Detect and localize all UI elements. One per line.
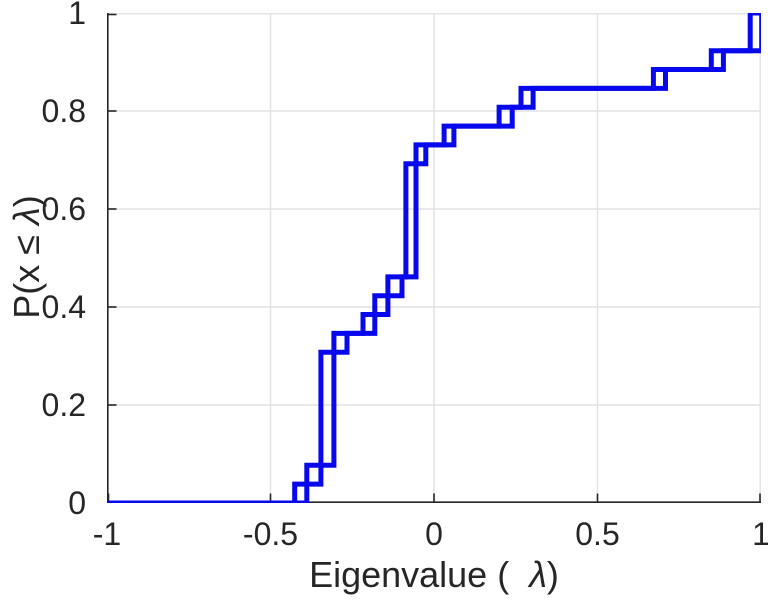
ecdf-curve-2 bbox=[107, 13, 761, 503]
y-tick-label: 0.2 bbox=[41, 387, 86, 423]
x-tick-label: -1 bbox=[92, 516, 122, 552]
plot-area bbox=[107, 13, 761, 503]
y-axis-label-close: ) bbox=[6, 195, 47, 208]
lambda-symbol: λ bbox=[6, 207, 47, 225]
lambda-symbol: λ bbox=[529, 554, 547, 595]
y-tick-label: 0.6 bbox=[41, 191, 86, 227]
ecdf-curve-1 bbox=[107, 13, 761, 503]
x-tick-label: -0.5 bbox=[242, 516, 299, 552]
y-axis-label-text: P(x ≤ bbox=[6, 224, 47, 319]
x-axis-label-close: ) bbox=[546, 554, 559, 595]
y-tick-label: 0 bbox=[68, 485, 86, 521]
y-tick-label: 1 bbox=[68, 0, 86, 31]
y-axis-label: P(x ≤ λ) bbox=[6, 195, 48, 318]
x-axis-label-text: Eigenvalue ( bbox=[309, 554, 530, 595]
x-tick-label: 0.5 bbox=[575, 516, 620, 552]
x-tick-label: 0 bbox=[425, 516, 443, 552]
x-axis-label: Eigenvalue ( λ) bbox=[309, 554, 559, 596]
x-tick-label: 1 bbox=[752, 516, 768, 552]
y-tick-label: 0.8 bbox=[41, 93, 86, 129]
y-tick-label: 0.4 bbox=[41, 289, 86, 325]
